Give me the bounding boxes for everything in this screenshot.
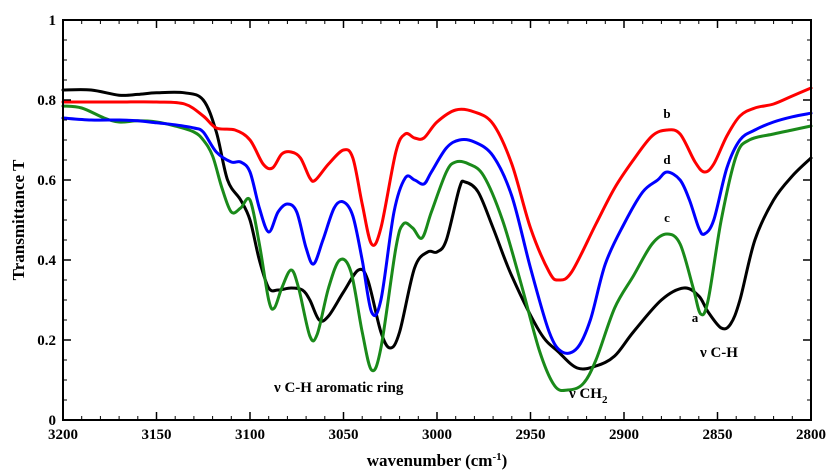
y-tick-label: 0.2 [37, 333, 56, 349]
series-label-c: c [664, 210, 670, 225]
y-axis-title: Transmittance T [9, 159, 28, 280]
ticks-layer: 3200 3150 3100 3050 3000 2950 2900 2850 2800 0 0.2… [37, 13, 826, 443]
x-tick-label: 3200 [48, 427, 78, 443]
x-axis-title-main: wavenumber (cm [367, 451, 493, 470]
x-axis-title-close: ) [502, 451, 508, 470]
y-tick-label: 0.8 [37, 93, 56, 109]
x-tick-label: 2900 [609, 427, 639, 443]
series-line-d [61, 111, 813, 355]
y-tick-label: 0 [49, 413, 57, 429]
series-line-b [61, 86, 813, 282]
x-tick-label: 3150 [142, 427, 172, 443]
x-tick-label: 3100 [235, 427, 265, 443]
x-axis-title-sup: -1 [492, 451, 501, 463]
band-label-aromatic: ν C-H aromatic ring [273, 380, 404, 396]
band-label-ch2-sub: 2 [602, 394, 608, 406]
band-label-ch2: ν CH2 [568, 386, 608, 406]
x-tick-label: 2850 [703, 427, 733, 443]
y-tick-label: 1 [49, 13, 57, 29]
x-tick-label: 2800 [796, 427, 826, 443]
band-label-ch2-main: ν CH [568, 386, 602, 402]
annotation-layer: ν C-H aromatic ring ν CH2 ν C-H a b c d [273, 106, 738, 406]
band-label-ch: ν C-H [699, 345, 738, 361]
x-axis-title: wavenumber (cm-1) [367, 451, 508, 470]
series-line-c [61, 104, 813, 393]
y-tick-label: 0.4 [37, 253, 56, 269]
series-layer [61, 86, 813, 393]
x-tick-label: 3050 [329, 427, 359, 443]
x-tick-label: 3000 [422, 427, 452, 443]
plot-frame [62, 19, 812, 421]
series-label-d: d [663, 152, 671, 167]
y-tick-label: 0.6 [37, 173, 56, 189]
series-label-b: b [663, 106, 670, 121]
x-tick-label: 2950 [516, 427, 546, 443]
series-label-a: a [692, 310, 699, 325]
